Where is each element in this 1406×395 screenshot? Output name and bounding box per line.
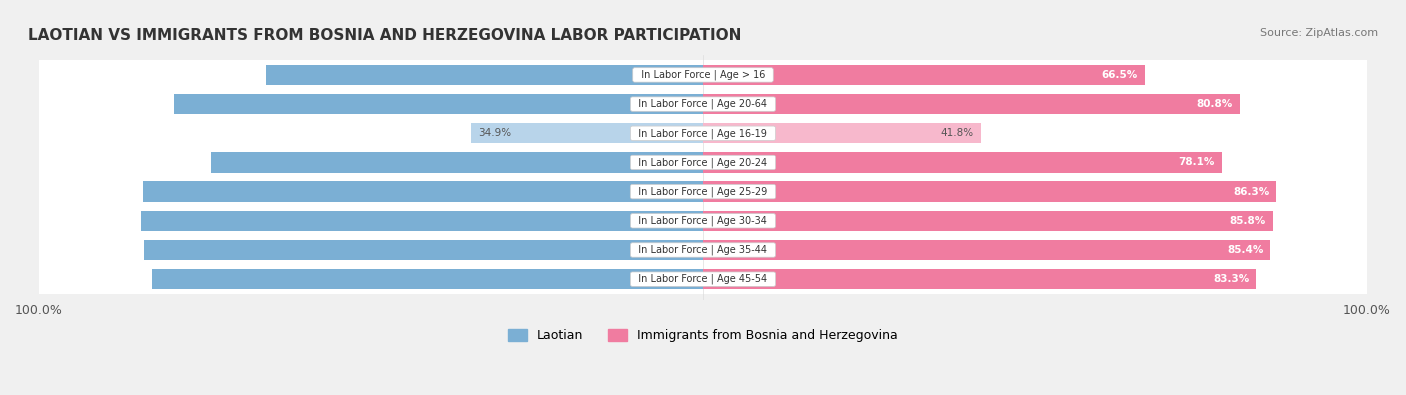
Text: 84.7%: 84.7% [654, 216, 690, 226]
Text: In Labor Force | Age 20-64: In Labor Force | Age 20-64 [633, 99, 773, 109]
Text: In Labor Force | Age 35-44: In Labor Force | Age 35-44 [633, 245, 773, 255]
Bar [211, 152, 703, 173]
Bar [143, 240, 703, 260]
Text: 84.2%: 84.2% [654, 245, 690, 255]
Bar [703, 211, 1272, 231]
Bar [39, 90, 1367, 118]
Bar [703, 123, 980, 143]
Text: In Labor Force | Age > 16: In Labor Force | Age > 16 [634, 70, 772, 80]
Text: In Labor Force | Age 45-54: In Labor Force | Age 45-54 [633, 274, 773, 284]
Bar [141, 211, 703, 231]
Bar [39, 265, 1367, 294]
Text: 66.5%: 66.5% [1102, 70, 1137, 80]
Text: In Labor Force | Age 20-24: In Labor Force | Age 20-24 [633, 157, 773, 168]
Bar [703, 94, 1240, 114]
Text: 65.8%: 65.8% [654, 70, 690, 80]
Text: 34.9%: 34.9% [478, 128, 510, 138]
Text: 86.3%: 86.3% [1233, 186, 1270, 197]
Legend: Laotian, Immigrants from Bosnia and Herzegovina: Laotian, Immigrants from Bosnia and Herz… [503, 324, 903, 347]
Bar [39, 177, 1367, 206]
Bar [703, 240, 1270, 260]
Bar [142, 181, 703, 202]
Text: In Labor Force | Age 30-34: In Labor Force | Age 30-34 [633, 216, 773, 226]
Text: In Labor Force | Age 16-19: In Labor Force | Age 16-19 [633, 128, 773, 139]
Bar [152, 269, 703, 290]
Bar [39, 235, 1367, 265]
Text: 82.9%: 82.9% [654, 274, 690, 284]
Text: 85.4%: 85.4% [1227, 245, 1264, 255]
Text: In Labor Force | Age 25-29: In Labor Force | Age 25-29 [633, 186, 773, 197]
Bar [39, 206, 1367, 235]
Bar [39, 60, 1367, 90]
Bar [703, 65, 1144, 85]
Text: 85.8%: 85.8% [1230, 216, 1267, 226]
Bar [703, 269, 1256, 290]
Text: LAOTIAN VS IMMIGRANTS FROM BOSNIA AND HERZEGOVINA LABOR PARTICIPATION: LAOTIAN VS IMMIGRANTS FROM BOSNIA AND HE… [28, 28, 741, 43]
Bar [471, 123, 703, 143]
Bar [39, 118, 1367, 148]
Text: 74.1%: 74.1% [654, 158, 690, 167]
Text: 80.8%: 80.8% [1197, 99, 1233, 109]
Bar [703, 181, 1277, 202]
Bar [266, 65, 703, 85]
Bar [39, 148, 1367, 177]
Text: 84.4%: 84.4% [654, 186, 690, 197]
Text: 41.8%: 41.8% [941, 128, 974, 138]
Text: Source: ZipAtlas.com: Source: ZipAtlas.com [1260, 28, 1378, 38]
Text: 78.1%: 78.1% [1178, 158, 1215, 167]
Bar [174, 94, 703, 114]
Bar [703, 152, 1222, 173]
Text: 79.6%: 79.6% [654, 99, 690, 109]
Text: 83.3%: 83.3% [1213, 274, 1250, 284]
